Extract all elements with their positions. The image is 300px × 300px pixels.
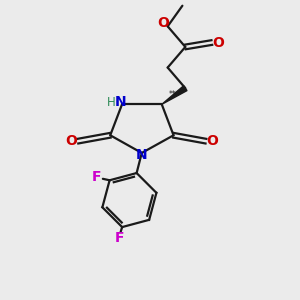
Text: N: N [115,95,126,109]
Text: F: F [115,231,124,245]
Text: O: O [206,134,218,148]
Text: O: O [212,35,224,50]
Text: **: ** [168,90,176,99]
Text: F: F [92,170,101,184]
Text: N: N [136,148,148,162]
Text: O: O [157,16,169,30]
Text: O: O [65,134,77,148]
Polygon shape [162,86,187,104]
Text: H: H [106,95,115,109]
